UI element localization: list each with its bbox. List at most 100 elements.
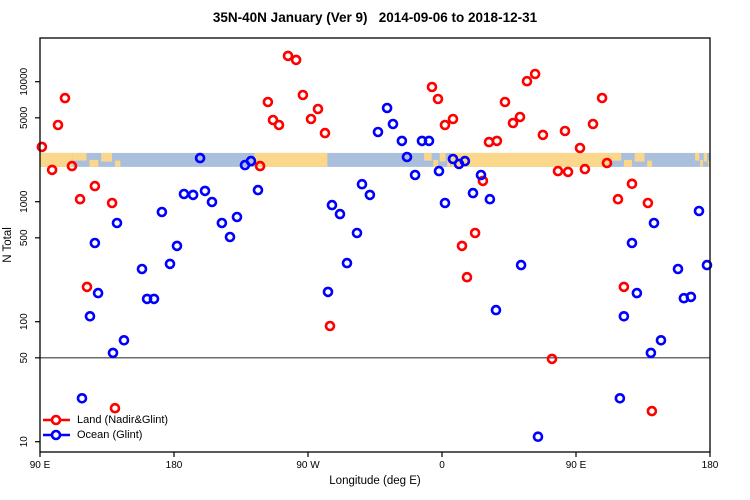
ocean-data-point (645, 347, 657, 359)
land-data-point (89, 180, 101, 192)
ocean-data-point (381, 102, 393, 114)
y-tick-label: 100 (19, 313, 30, 330)
land-data-point (282, 50, 294, 62)
land-data-point (439, 119, 451, 131)
ocean-data-point (364, 189, 376, 201)
ocean-data-point (655, 334, 667, 346)
y-tick-label: 10000 (19, 67, 30, 95)
ocean-data-point (423, 135, 435, 147)
land-data-point (596, 92, 608, 104)
land-data-point (646, 405, 658, 417)
land-data-point (559, 125, 571, 137)
strip-land-patch (101, 152, 113, 162)
land-data-point (461, 271, 473, 283)
ocean-data-point (171, 240, 183, 252)
land-data-point (579, 163, 591, 175)
ocean-data-point (187, 189, 199, 201)
ocean-data-point (206, 196, 218, 208)
land-data-point (456, 240, 468, 252)
ocean-data-point (631, 287, 643, 299)
ocean-data-point (356, 178, 368, 190)
land-data-point (491, 135, 503, 147)
strip-land-patch (89, 159, 99, 167)
x-tick-label: 90 W (296, 460, 320, 471)
ocean-data-point (685, 291, 697, 303)
land-data-point (262, 96, 274, 108)
land-data-point (521, 75, 533, 87)
land-data-point (574, 142, 586, 154)
strip-land-patch (700, 159, 703, 167)
land-data-point (537, 129, 549, 141)
land-data-point (546, 353, 558, 365)
land-data-point (267, 114, 279, 126)
x-axis-title: Longitude (deg E) (329, 475, 421, 487)
legend-item-ocean: Ocean (Glint) (42, 427, 168, 442)
x-tick-label: 0 (439, 460, 445, 471)
land-data-point (469, 227, 481, 239)
ocean-data-point (148, 293, 160, 305)
chart-title: 35N-40N January (Ver 9) 2014-09-06 to 20… (212, 10, 538, 25)
ocean-data-point (467, 187, 479, 199)
ocean-data-point (216, 217, 228, 229)
ocean-data-point (672, 263, 684, 275)
ocean-series-marker-icon (43, 429, 70, 440)
land-data-point (52, 119, 64, 131)
y-tick-label: 10 (19, 436, 30, 448)
ocean-data-point (409, 169, 421, 181)
land-data-point (74, 193, 86, 205)
strip-land-patch (424, 152, 432, 161)
land-data-point (319, 127, 331, 139)
x-tick-label: 180 (166, 460, 183, 471)
land-data-point (324, 320, 336, 332)
land-data-point (106, 197, 118, 209)
land-data-point (273, 119, 285, 131)
plot-border (39, 37, 711, 453)
ocean-data-point (245, 155, 257, 167)
strip-land-patch (634, 152, 645, 162)
ocean-data-point (459, 155, 471, 167)
ocean-data-point (693, 205, 705, 217)
ocean-data-point (532, 431, 544, 443)
ocean-data-point (136, 263, 148, 275)
ocean-data-point (231, 211, 243, 223)
ocean-data-point (648, 217, 660, 229)
legend-item-land: Land (Nadir&Glint) (42, 412, 168, 427)
strip-land-patch (447, 160, 451, 167)
ocean-data-point (111, 217, 123, 229)
strip-land-patch (707, 160, 710, 167)
land-data-point (477, 175, 489, 187)
ocean-data-point (515, 259, 527, 271)
ocean-data-point (618, 310, 630, 322)
land-data-point (305, 113, 317, 125)
ocean-data-point (156, 206, 168, 218)
ocean-data-point (224, 231, 236, 243)
ocean-data-point (118, 334, 130, 346)
land-data-point (312, 103, 324, 115)
strip-land-patch (72, 152, 87, 161)
ocean-data-point (433, 165, 445, 177)
strip-land-patch (608, 152, 622, 161)
land-data-point (447, 113, 459, 125)
ocean-data-point (626, 237, 638, 249)
strip-land-segment (450, 152, 609, 167)
strip-land-patch (433, 159, 439, 167)
land-data-point (432, 93, 444, 105)
ocean-data-point (401, 151, 413, 163)
land-series-marker-icon (43, 414, 70, 425)
ocean-data-point (89, 237, 101, 249)
land-data-point (587, 118, 599, 130)
land-data-point (529, 68, 541, 80)
ocean-data-point (194, 152, 206, 164)
ocean-data-point (92, 287, 104, 299)
legend-label-land: Land (Nadir&Glint) (77, 413, 169, 426)
strip-land-patch (115, 160, 121, 167)
land-data-point (109, 402, 121, 414)
ocean-data-point (178, 188, 190, 200)
y-tick-label: 500 (19, 229, 30, 246)
land-data-point (297, 89, 309, 101)
strip-land-segment (254, 152, 328, 167)
ocean-data-point (107, 347, 119, 359)
land-data-point (626, 178, 638, 190)
land-data-point (601, 157, 613, 169)
x-tick-label: 90 E (566, 460, 587, 471)
